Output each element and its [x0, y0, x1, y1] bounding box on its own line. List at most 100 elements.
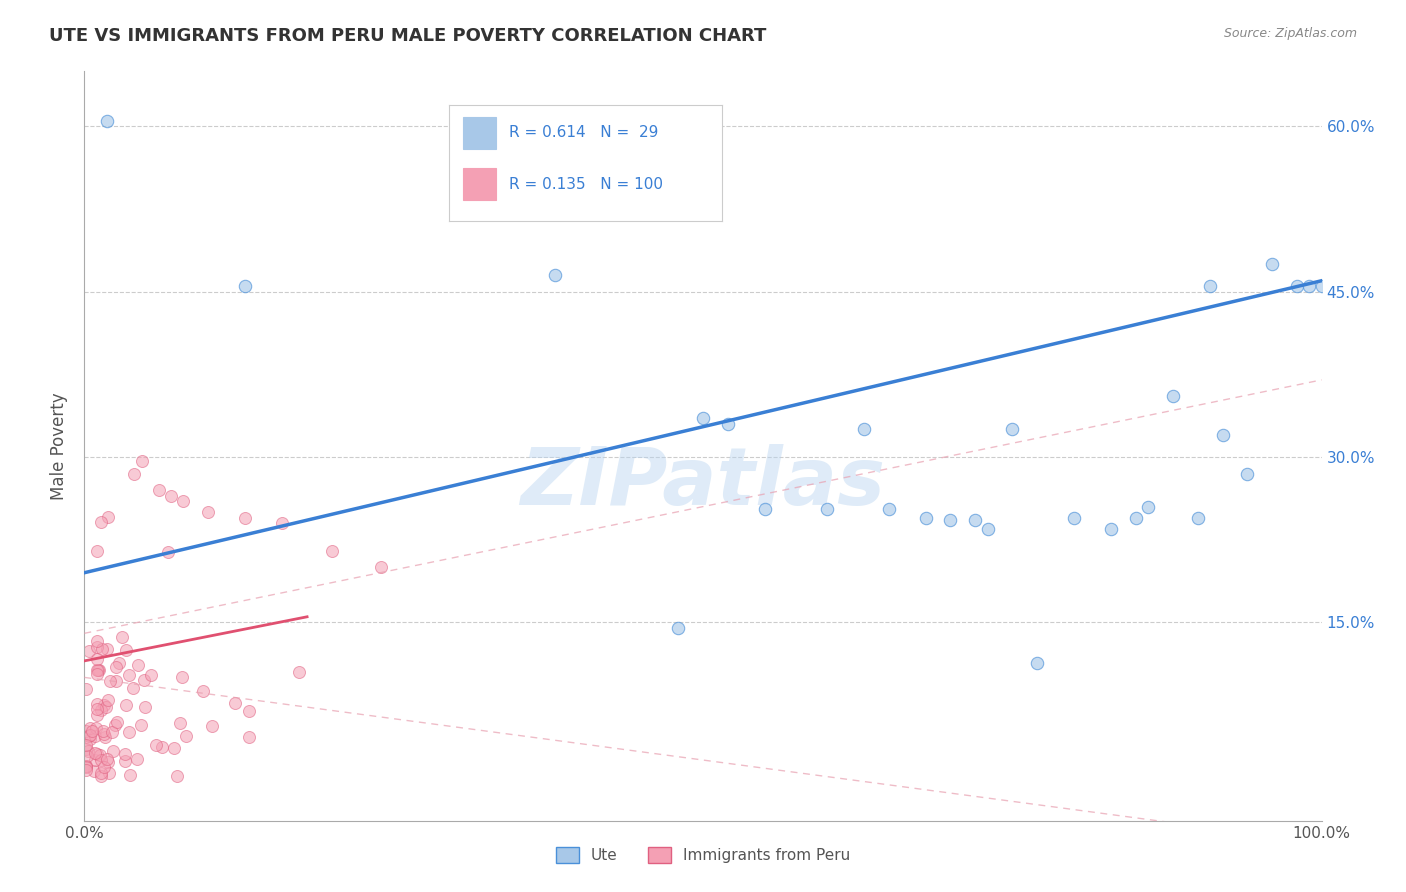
Point	[174, 729, 197, 743]
Point	[86, 652, 108, 666]
Point	[86, 697, 108, 711]
Point	[1236, 467, 1258, 481]
Point	[94, 699, 117, 714]
Point	[77, 743, 100, 757]
Point	[127, 658, 149, 673]
Point	[238, 730, 260, 744]
Point	[939, 513, 962, 527]
Point	[86, 663, 108, 677]
Point	[233, 279, 256, 293]
Point	[87, 663, 110, 677]
Point	[1063, 510, 1085, 524]
Point	[543, 268, 565, 283]
Point	[145, 739, 167, 753]
Point	[86, 640, 108, 655]
Point	[84, 721, 107, 735]
Point	[86, 747, 108, 761]
Point	[163, 740, 186, 755]
Point	[96, 114, 118, 128]
Point	[1026, 656, 1049, 670]
Point	[93, 760, 115, 774]
Point	[75, 759, 97, 773]
Point	[104, 718, 127, 732]
Point	[75, 759, 97, 773]
Point	[166, 769, 188, 783]
Point	[122, 681, 145, 696]
Point	[76, 748, 98, 763]
Point	[75, 742, 97, 756]
Point	[94, 730, 117, 744]
Y-axis label: Male Poverty: Male Poverty	[51, 392, 69, 500]
Point	[1199, 279, 1222, 293]
Legend: Ute, Immigrants from Peru: Ute, Immigrants from Peru	[550, 841, 856, 869]
Point	[75, 763, 97, 777]
Point	[1099, 522, 1122, 536]
Point	[122, 467, 145, 481]
Point	[105, 660, 128, 674]
Point	[91, 642, 114, 657]
Point	[139, 668, 162, 682]
Point	[96, 642, 118, 657]
Text: Source: ZipAtlas.com: Source: ZipAtlas.com	[1223, 27, 1357, 40]
Point	[89, 769, 111, 783]
Point	[77, 644, 100, 658]
Point	[191, 683, 214, 698]
Point	[83, 729, 105, 743]
Point	[115, 643, 138, 657]
Point	[131, 454, 153, 468]
Point	[75, 738, 97, 752]
Point	[118, 668, 141, 682]
Point	[370, 560, 392, 574]
Text: UTE VS IMMIGRANTS FROM PERU MALE POVERTY CORRELATION CHART: UTE VS IMMIGRANTS FROM PERU MALE POVERTY…	[49, 27, 766, 45]
Point	[80, 723, 103, 738]
Point	[107, 656, 129, 670]
Point	[104, 674, 127, 689]
Point	[754, 501, 776, 516]
Point	[84, 753, 107, 767]
Point	[79, 722, 101, 736]
Point	[717, 417, 740, 431]
Point	[86, 634, 108, 648]
Point	[93, 698, 115, 713]
Point	[75, 724, 97, 739]
Point	[1285, 279, 1308, 293]
Text: ZIPatlas: ZIPatlas	[520, 444, 886, 523]
Point	[114, 755, 136, 769]
Point	[148, 483, 170, 497]
Point	[1161, 389, 1184, 403]
Point	[75, 682, 97, 697]
Point	[169, 715, 191, 730]
Point	[150, 739, 173, 754]
Point	[97, 756, 120, 770]
Point	[79, 732, 101, 747]
Point	[101, 744, 124, 758]
Point	[1187, 510, 1209, 524]
Point	[125, 752, 148, 766]
Point	[111, 631, 134, 645]
Point	[90, 766, 112, 780]
Point	[84, 746, 107, 760]
Point	[86, 544, 108, 558]
Point	[160, 489, 183, 503]
Point	[90, 703, 112, 717]
Point	[201, 719, 224, 733]
Point	[692, 411, 714, 425]
Point	[1298, 279, 1320, 293]
Point	[90, 753, 112, 767]
Point	[1310, 279, 1333, 293]
Point	[96, 752, 118, 766]
Point	[287, 665, 309, 679]
Point	[976, 522, 998, 536]
Point	[91, 724, 114, 739]
Point	[914, 510, 936, 524]
Point	[157, 544, 180, 558]
Point	[118, 724, 141, 739]
Point	[172, 494, 194, 508]
Point	[114, 747, 136, 761]
Point	[224, 696, 246, 710]
Point	[1212, 428, 1234, 442]
Point	[83, 764, 105, 779]
Point	[98, 766, 121, 780]
Point	[271, 516, 294, 530]
Point	[100, 724, 122, 739]
